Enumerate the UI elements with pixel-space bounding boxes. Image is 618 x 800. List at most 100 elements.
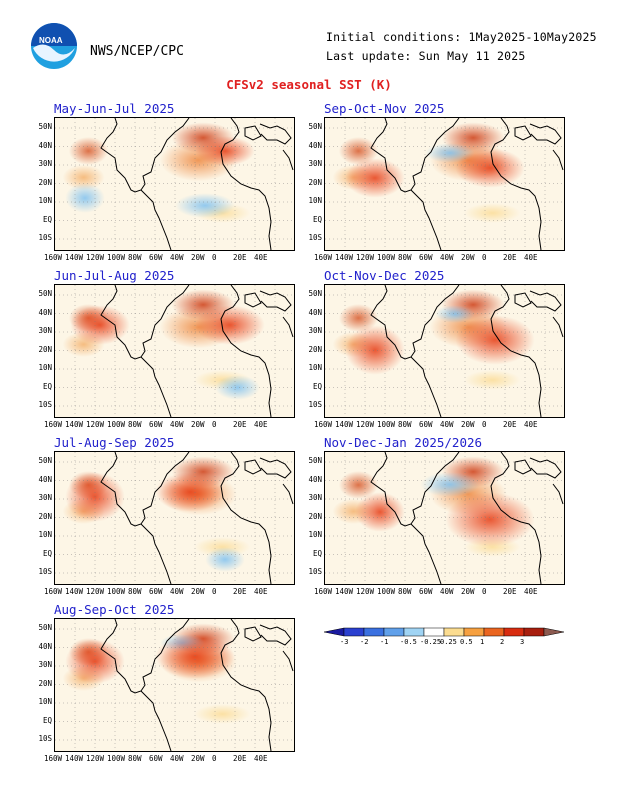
longitude-label: 60W [149,754,163,763]
latitude-label: 10S [38,400,52,409]
longitude-label: 100W [107,420,126,429]
longitude-label: 80W [128,253,142,262]
colorbar-segment [523,627,545,637]
longitude-label: 100W [377,587,396,596]
sst-anomaly-map [54,284,295,418]
noaa-logo: NOAA [30,22,78,70]
longitude-label: 160W [314,587,333,596]
latitude-label: 20N [38,511,52,521]
cool-anomaly [420,472,480,497]
colorbar-segment [443,627,465,637]
sst-anomaly-map [54,117,295,251]
longitude-label: 0 [482,253,487,262]
longitude-label: 20E [233,253,247,262]
longitude-label: 100W [107,253,126,262]
sst-anomaly-map [324,117,565,251]
warm-anomaly [70,305,130,345]
latitude-label: 10S [308,567,322,576]
longitude-label: 60W [419,253,433,262]
latitude-label: 20N [38,678,52,688]
coastline [100,452,294,584]
latitude-label: 50N [308,289,322,298]
colorbar-segment [403,627,425,637]
longitude-label: 40W [170,420,184,429]
longitude-label: 120W [356,253,375,262]
longitude-label: 100W [377,253,396,262]
colorbar-segment [383,627,405,637]
longitude-label: 120W [86,587,105,596]
panel-title: Jul-Aug-Sep 2025 [54,435,175,450]
longitude-label: 160W [44,587,63,596]
latitude-label: EQ [312,214,322,224]
colorbar-label: 1 [480,638,485,646]
longitude-label: 80W [398,420,412,429]
colorbar-segment [343,627,365,637]
longitude-label: 40E [254,420,268,429]
cool-anomaly [205,547,245,572]
colorbar-segment [363,627,385,637]
warm-anomaly [455,315,535,365]
latitude-label: EQ [42,214,52,224]
longitude-label: 0 [482,420,487,429]
sst-anomaly-map [54,451,295,585]
latitude-label: 10N [38,196,52,205]
sst-anomaly-map [324,284,565,418]
latitude-label: 50N [38,122,52,131]
latitude-label: 30N [38,326,52,335]
longitude-label: 60W [149,253,163,262]
panel-title: Sep-Oct-Nov 2025 [324,101,445,116]
latitude-label: 30N [38,660,52,669]
longitude-label: 100W [377,420,396,429]
longitude-label: 40W [440,587,454,596]
panel-title: Jun-Jul-Aug 2025 [54,268,175,283]
latitude-label: 20N [308,177,322,187]
longitude-label: 20W [191,253,205,262]
colorbar-label: -3 [340,638,349,646]
latitude-label: 40N [308,140,322,150]
longitude-label: 40E [524,420,538,429]
coastline-overlay [325,118,564,250]
colorbar-segment [323,627,345,637]
latitude-label: 30N [38,493,52,502]
panel-title: May-Jun-Jul 2025 [54,101,175,116]
latitude-label: 40N [38,641,52,651]
coastline-overlay [325,285,564,417]
coastline-overlay [55,452,294,584]
longitude-label: 160W [314,253,333,262]
longitude-label: 140W [65,420,84,429]
longitude-label: 60W [149,420,163,429]
latitude-label: 40N [308,474,322,484]
latitude-label: 50N [38,623,52,632]
longitude-label: 160W [314,420,333,429]
coastline-overlay [55,619,294,751]
warm-anomaly [445,492,535,547]
latitude-label: 50N [38,456,52,465]
colorbar-label: 0.25 [440,638,457,646]
longitude-label: 140W [65,253,84,262]
longitude-label: 20W [191,420,205,429]
longitude-label: 20E [503,420,517,429]
latitude-label: 30N [38,159,52,168]
latitude-label: 10S [38,734,52,743]
latitude-label: 10N [308,363,322,372]
longitude-label: 0 [212,587,217,596]
longitude-label: 140W [335,587,354,596]
longitude-label: 140W [65,587,84,596]
logo-text: NOAA [39,36,63,45]
latitude-label: 50N [308,456,322,465]
warm-anomaly [195,136,255,166]
latitude-label: 30N [308,493,322,502]
panel-title: Aug-Sep-Oct 2025 [54,602,175,617]
longitude-label: 40E [524,253,538,262]
colorbar-segment [503,627,525,637]
last-update: Last update: Sun May 11 2025 [326,49,526,63]
latitude-label: 40N [38,140,52,150]
latitude-label: 10S [308,400,322,409]
latitude-label: 10S [38,567,52,576]
longitude-label: 40E [254,253,268,262]
longitude-label: 100W [107,754,126,763]
coastline [100,118,294,250]
colorbar-label: -2 [360,638,369,646]
longitude-label: 40W [170,253,184,262]
latitude-label: 30N [308,159,322,168]
